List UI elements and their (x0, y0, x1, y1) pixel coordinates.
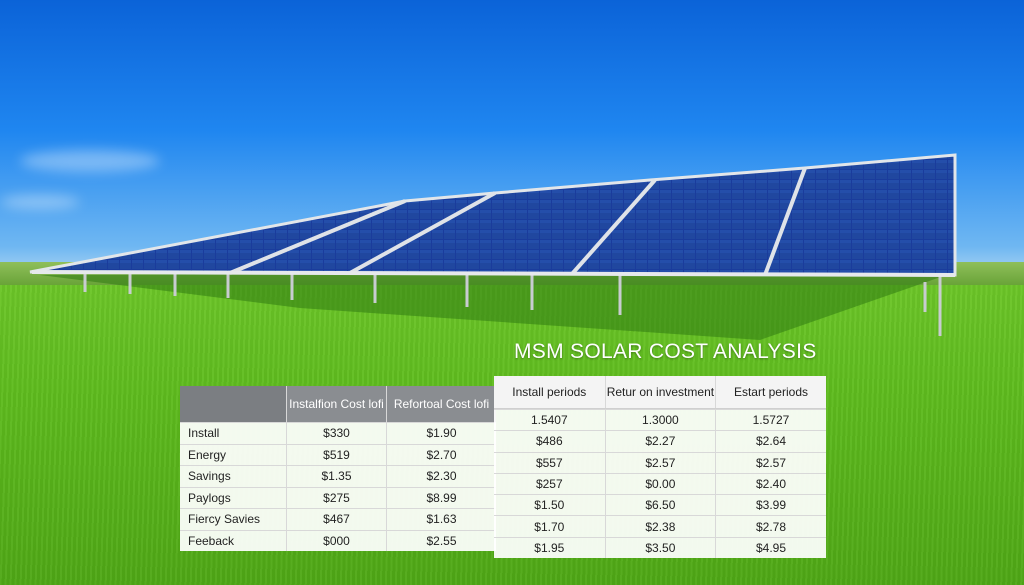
table-cell: $330 (286, 423, 386, 444)
table-row: Paylogs $275 $8.99 (180, 486, 496, 508)
table-cell: $1.50 (534, 498, 565, 513)
table-cell: $257 (535, 477, 563, 492)
table-cell: $2.70 (386, 444, 496, 465)
row-label: Feeback (188, 533, 235, 548)
table-cell: $4.95 (715, 537, 826, 559)
table-cell: $2.78 (715, 516, 826, 537)
table-cell: $1.90 (386, 423, 496, 444)
table-cell: $467 (286, 509, 386, 530)
table-row: Energy $519 $2.70 (180, 443, 496, 465)
table-cell: $557 (535, 455, 563, 470)
table-cell: $2.64 (715, 431, 826, 452)
table-row: $557 $2.57 $2.57 (494, 451, 826, 473)
table-cell: 1.5407 (530, 413, 568, 428)
header-cell (180, 386, 286, 422)
row-label: Install (188, 426, 220, 441)
table-cell: 1.3000 (604, 410, 716, 431)
header-cell: Retur on investment (604, 376, 716, 408)
header-cell: Refortoal Cost lofi (386, 386, 496, 422)
roi-table: Install periods Retur on investment Esta… (494, 376, 826, 559)
table-cell: $2.27 (604, 431, 716, 452)
table-row: 1.5407 1.3000 1.5727 (494, 409, 826, 431)
row-label: Fiercy Savies (188, 512, 261, 527)
table-cell: $0.00 (604, 473, 716, 495)
page-title: MSM SOLAR COST ANALYSIS (514, 340, 817, 363)
table-cell: $2.57 (715, 452, 826, 473)
table-cell: $2.30 (386, 466, 496, 487)
table-cell: $2.38 (604, 516, 716, 537)
table-row: Install $330 $1.90 (180, 422, 496, 444)
table-cell: $1.95 (534, 540, 565, 555)
header-cell: Estart periods (715, 376, 826, 408)
table-row: Feeback $000 $2.55 (180, 529, 496, 551)
header-cell: Instalfion Cost lofi (286, 386, 386, 422)
row-label: Savings (188, 469, 231, 484)
table-row: $1.95 $3.50 $4.95 (494, 536, 826, 559)
header-cell: Install periods (512, 385, 587, 399)
table-cell: $2.40 (715, 473, 826, 495)
table-cell: $486 (535, 434, 563, 449)
table-cell: $1.35 (286, 466, 386, 487)
table-cell: $6.50 (604, 495, 716, 516)
cloud (20, 150, 160, 172)
table-cell: $1.70 (534, 519, 565, 534)
table-header: Instalfion Cost lofi Refortoal Cost lofi (180, 386, 496, 422)
table-cell: $2.57 (604, 452, 716, 473)
table-row: $1.70 $2.38 $2.78 (494, 515, 826, 537)
table-cell: $2.55 (386, 530, 496, 551)
table-row: $257 $0.00 $2.40 (494, 472, 826, 495)
table-cell: $519 (286, 444, 386, 465)
table-cell: $1.63 (386, 509, 496, 530)
table-cell: $8.99 (386, 487, 496, 508)
table-row: Fiercy Savies $467 $1.63 (180, 508, 496, 530)
row-label: Paylogs (188, 490, 231, 505)
cloud (0, 195, 80, 209)
table-cell: 1.5727 (715, 410, 826, 431)
table-cell: $3.99 (715, 495, 826, 516)
table-cell: $275 (286, 487, 386, 508)
table-cell: $000 (286, 530, 386, 551)
row-label: Energy (188, 447, 227, 462)
installation-cost-table: Instalfion Cost lofi Refortoal Cost lofi… (180, 386, 496, 551)
table-cell: $3.50 (604, 537, 716, 559)
table-row: $1.50 $6.50 $3.99 (494, 494, 826, 516)
table-row: $486 $2.27 $2.64 (494, 430, 826, 452)
table-header: Install periods Retur on investment Esta… (494, 376, 826, 409)
table-row: Savings $1.35 $2.30 (180, 465, 496, 487)
